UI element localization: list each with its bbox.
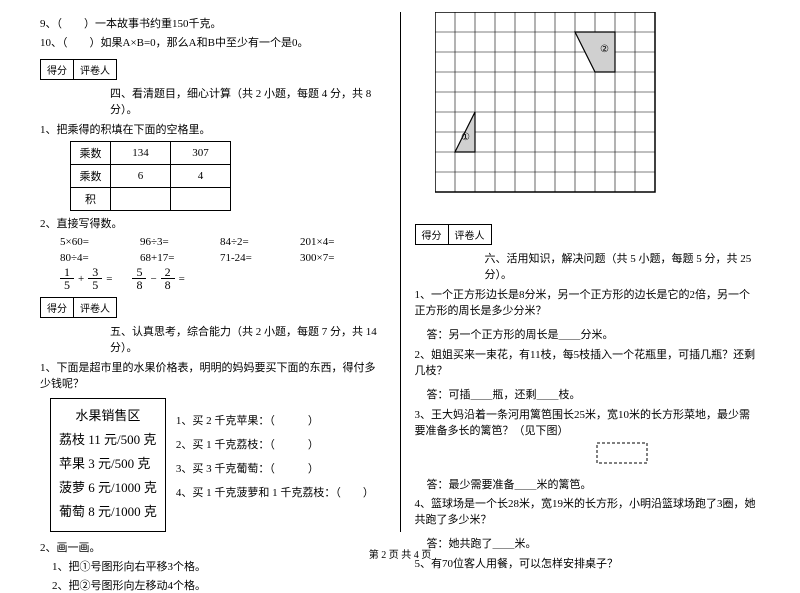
- sec4-q1: 1、把乘得的积填在下面的空格里。: [40, 121, 386, 137]
- cell: [171, 188, 231, 211]
- a6-2: 答：可插＿＿瓶，还剩＿＿枝。: [427, 386, 761, 402]
- cell: 乘数: [71, 142, 111, 165]
- section4-title: 四、看清题目，细心计算（共 2 小题，每题 4 分，共 8 分）。: [110, 85, 386, 117]
- q9: 9、（ ）一本故事书约重150千克。: [40, 15, 386, 31]
- sec5-q1: 1、下面是超市里的水果价格表，明明的妈妈要买下面的东西，得付多少钱呢？: [40, 359, 386, 391]
- grader-label: 评卷人: [74, 298, 116, 317]
- price-row: 葡萄 8 元/1000 克: [59, 501, 157, 520]
- q6-1: 1、一个正方形边长是8分米，另一个正方形的边长是它的2倍，另一个正方形的周长是多…: [415, 286, 761, 318]
- frac: 35: [88, 266, 102, 291]
- shape2-label: ②: [600, 44, 609, 55]
- buy-item: 4、买 1 千克菠萝和 1 千克荔枝：（ ）: [176, 484, 374, 500]
- price-row: 荔枝 11 元/500 克: [59, 429, 157, 448]
- a6-3: 答：最少需要准备＿＿米的篱笆。: [427, 476, 761, 492]
- fraction-row: 15 + 35 = 58 − 28 =: [60, 266, 386, 291]
- score-label: 得分: [41, 60, 74, 79]
- cell: 4: [171, 165, 231, 188]
- mul-table: 乘数134307 乘数64 积: [70, 141, 231, 211]
- mental-item: 201×4=: [300, 236, 380, 248]
- a6-1: 答：另一个正方形的周长是＿＿分米。: [427, 326, 761, 342]
- grader-label: 评卷人: [74, 60, 116, 79]
- price-title: 水果销售区: [59, 405, 157, 424]
- buy-item: 1、买 2 千克苹果：（ ）: [176, 412, 374, 428]
- section5-title: 五、认真思考，综合能力（共 2 小题，每题 7 分，共 14 分）。: [110, 323, 386, 355]
- mental-item: 300×7=: [300, 252, 380, 264]
- q6-4: 4、篮球场是一个长28米，宽19米的长方形，小明沿篮球场跑了3圈，她共跑了多少米…: [415, 495, 761, 527]
- frac: 28: [161, 266, 175, 291]
- shape-grid: ② ①: [435, 12, 761, 212]
- q6-2: 2、姐姐买来一束花，有11枝，每5枝插入一个花瓶里，可插几瓶？还剩几枝？: [415, 346, 761, 378]
- op: −: [150, 273, 156, 285]
- page-footer: 第 2 页 共 4 页: [0, 546, 800, 561]
- left-column: 9、（ ）一本故事书约重150千克。 10、（ ）如果A×B=0，那么A和B中至…: [30, 12, 396, 532]
- score-box-5: 得分 评卷人: [40, 297, 117, 318]
- cell: [111, 188, 171, 211]
- mental-item: 71-24=: [220, 252, 300, 264]
- mental-item: 80÷4=: [60, 252, 140, 264]
- buy-list: 1、买 2 千克苹果：（ ） 2、买 1 千克荔枝：（ ） 3、买 3 千克葡萄…: [176, 404, 374, 536]
- frac: 15: [60, 266, 74, 291]
- section6-title: 六、活用知识，解决问题（共 5 小题，每题 5 分，共 25 分）。: [485, 250, 761, 282]
- shape1-label: ①: [461, 132, 470, 143]
- dash-rect: [595, 441, 761, 472]
- right-column: ② ① 得分 评卷人 六、活用知识，解决问题（共 5 小题，每题 5 分，共 2…: [405, 12, 771, 532]
- frac: 58: [132, 266, 146, 291]
- price-box: 水果销售区 荔枝 11 元/500 克 苹果 3 元/500 克 菠萝 6 元/…: [50, 398, 166, 532]
- grid-svg: ② ①: [435, 12, 677, 212]
- mental-item: 96÷3=: [140, 236, 220, 248]
- cell: 乘数: [71, 165, 111, 188]
- buy-item: 2、买 1 千克荔枝：（ ）: [176, 436, 374, 452]
- eq: =: [106, 273, 112, 285]
- eq: =: [179, 273, 185, 285]
- cell: 307: [171, 142, 231, 165]
- cell: 134: [111, 142, 171, 165]
- q10: 10、（ ）如果A×B=0，那么A和B中至少有一个是0。: [40, 34, 386, 50]
- sec4-q2: 2、直接写得数。: [40, 215, 386, 231]
- cell: 6: [111, 165, 171, 188]
- price-row: 苹果 3 元/500 克: [59, 453, 157, 472]
- sec5-q2b: 2、把②号图形向左移动4个格。: [52, 577, 386, 593]
- price-row: 菠萝 6 元/1000 克: [59, 477, 157, 496]
- column-divider: [400, 12, 401, 532]
- mental-item: 5×60=: [60, 236, 140, 248]
- grader-label: 评卷人: [449, 225, 491, 244]
- score-box-6: 得分 评卷人: [415, 224, 492, 245]
- mental-item: 84÷2=: [220, 236, 300, 248]
- score-label: 得分: [41, 298, 74, 317]
- score-label: 得分: [416, 225, 449, 244]
- buy-item: 3、买 3 千克葡萄：（ ）: [176, 460, 374, 476]
- op: +: [78, 273, 84, 285]
- mental-item: 68+17=: [140, 252, 220, 264]
- score-box-4: 得分 评卷人: [40, 59, 117, 80]
- mental-list: 5×60= 96÷3= 84÷2= 201×4= 80÷4= 68+17= 71…: [60, 234, 386, 266]
- cell: 积: [71, 188, 111, 211]
- q6-3: 3、王大妈沿着一条河用篱笆围长25米，宽10米的长方形菜地，最少需要准备多长的篱…: [415, 406, 761, 438]
